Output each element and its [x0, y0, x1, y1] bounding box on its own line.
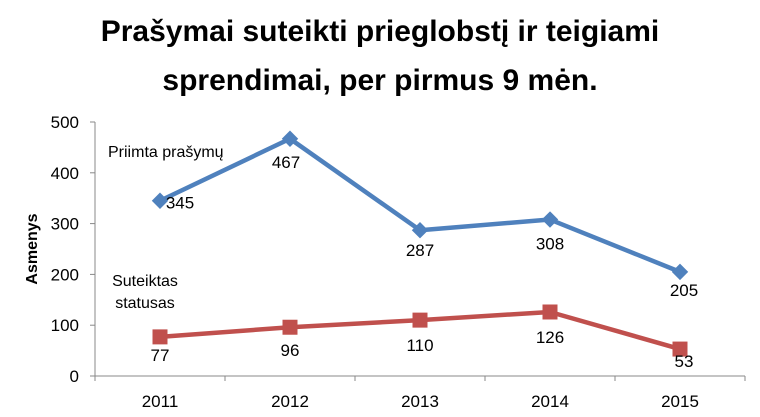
y-tick-label: 500: [51, 113, 79, 132]
y-tick-labels: 0 100 200 300 400 500: [51, 113, 79, 386]
y-axis-label: Asmenys: [24, 213, 41, 284]
data-point-marker: [152, 329, 168, 345]
data-label: 345: [166, 194, 194, 213]
x-tick-label: 2014: [531, 392, 569, 411]
data-label: 308: [536, 235, 564, 254]
chart-title-line-1: Prašymai suteikti prieglobstį ir teigiam…: [101, 15, 660, 48]
x-tick-label: 2012: [271, 392, 309, 411]
data-point-marker: [671, 263, 689, 281]
data-label: 96: [281, 341, 300, 360]
data-label: 287: [406, 241, 434, 260]
x-tick-label: 2015: [661, 392, 699, 411]
data-label: 126: [536, 328, 564, 347]
y-tick-label: 100: [51, 316, 79, 335]
x-tick-label: 2013: [401, 392, 439, 411]
axes: [90, 121, 746, 381]
chart-title-line-2: sprendimai, per pirmus 9 mėn.: [162, 64, 597, 97]
data-label: 53: [675, 352, 694, 371]
x-tick-label: 2011: [142, 392, 179, 411]
series-name-labels: Priimta prašymų Suteiktas statusas: [108, 144, 224, 312]
series-name-label: Suteiktas: [112, 273, 178, 290]
y-tick-label: 200: [51, 265, 79, 284]
series-name-label: Priimta prašymų: [108, 144, 224, 161]
data-point-marker: [672, 341, 688, 357]
data-point-marker: [541, 211, 559, 228]
series-name-label: statusas: [115, 295, 175, 312]
data-point-marker: [151, 192, 169, 209]
y-tick-label: 300: [51, 215, 79, 234]
series-group: 345 467 287 308 205 77 96 110 126 53: [151, 130, 698, 371]
data-point-marker: [542, 304, 558, 320]
y-tick-label: 400: [51, 164, 79, 183]
data-point-marker: [411, 221, 429, 239]
y-tick-label: 0: [70, 367, 79, 386]
data-point-marker: [412, 312, 428, 328]
x-tick-labels: 2011 2012 2013 2014 2015: [142, 392, 699, 411]
data-point-marker: [282, 319, 298, 335]
data-label: 77: [151, 346, 170, 365]
data-label: 467: [272, 153, 300, 172]
data-label: 205: [670, 281, 698, 300]
data-point-marker: [281, 130, 299, 147]
data-label: 110: [406, 336, 433, 355]
